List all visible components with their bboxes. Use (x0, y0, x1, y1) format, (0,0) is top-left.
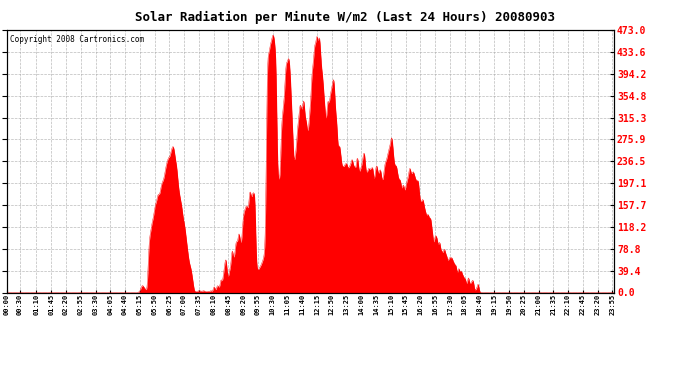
Text: Solar Radiation per Minute W/m2 (Last 24 Hours) 20080903: Solar Radiation per Minute W/m2 (Last 24… (135, 11, 555, 24)
Text: Copyright 2008 Cartronics.com: Copyright 2008 Cartronics.com (10, 35, 144, 44)
